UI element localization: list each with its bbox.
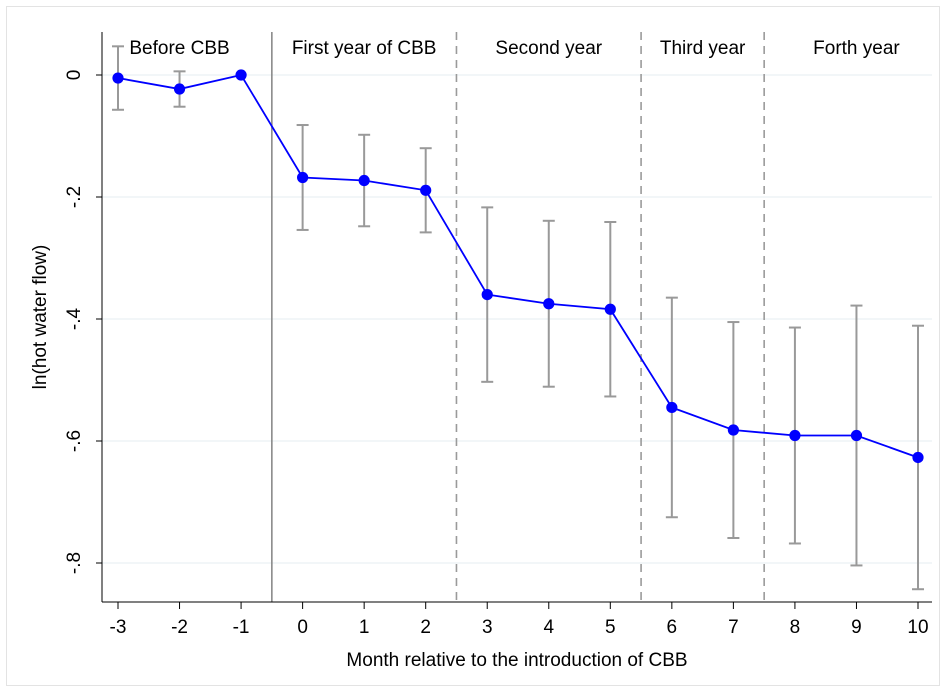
y-tick-label: -.8 xyxy=(64,552,85,574)
confidence-intervals xyxy=(112,45,924,591)
x-tick-label: 2 xyxy=(420,617,431,638)
data-point xyxy=(727,424,739,436)
x-tick-label: -3 xyxy=(110,617,127,638)
data-point xyxy=(235,69,247,81)
x-tick-label: 9 xyxy=(851,617,862,638)
period-label: Second year xyxy=(495,38,602,59)
x-tick-label: 7 xyxy=(728,617,739,638)
reference-lines xyxy=(271,32,765,602)
x-tick-label: -1 xyxy=(233,617,250,638)
x-tick-label: 1 xyxy=(359,617,370,638)
period-labels: Before CBB First year of CBB Second year Th… xyxy=(129,38,900,59)
data-point xyxy=(912,451,924,464)
y-tick-label: -.2 xyxy=(64,186,85,208)
gridlines xyxy=(102,74,932,564)
y-tick-label: -.6 xyxy=(64,430,85,452)
series xyxy=(112,69,924,464)
period-label: First year of CBB xyxy=(292,38,437,59)
y-tick-label: -.4 xyxy=(64,307,85,330)
chart-frame xyxy=(6,6,940,686)
x-tick-label: -2 xyxy=(171,617,188,638)
series-line xyxy=(117,73,919,459)
data-point xyxy=(543,298,555,310)
data-point xyxy=(420,184,432,196)
period-label: Before CBB xyxy=(129,38,229,59)
y-axis-title: ln(hot water flow) xyxy=(30,245,51,390)
x-tick-label: 8 xyxy=(790,617,801,638)
data-point xyxy=(481,289,493,301)
data-point xyxy=(297,171,309,184)
data-point xyxy=(789,429,801,442)
period-label: Forth year xyxy=(813,38,900,59)
y-tick-label: 0 xyxy=(64,70,85,81)
data-point xyxy=(173,83,186,95)
x-tick-label: 0 xyxy=(297,617,308,638)
x-tick-label: 6 xyxy=(667,617,678,638)
x-tick-label: 4 xyxy=(543,617,554,638)
data-point xyxy=(358,174,370,187)
ticks: 0 -.2 -.4 -.6 -.8 -3 -2 -1 0 1 2 3 4 5 6 7 8 9 10 xyxy=(64,70,929,638)
x-axis-title: Month relative to the introduction of CB… xyxy=(346,650,687,671)
axes xyxy=(101,32,932,603)
data-point xyxy=(604,303,616,315)
x-tick-label: 3 xyxy=(482,617,493,638)
x-tick-label: 10 xyxy=(907,617,928,638)
x-tick-label: 5 xyxy=(605,617,616,638)
data-point xyxy=(112,72,124,84)
data-point xyxy=(850,429,863,442)
period-label: Third year xyxy=(660,38,746,59)
data-point xyxy=(666,401,678,414)
